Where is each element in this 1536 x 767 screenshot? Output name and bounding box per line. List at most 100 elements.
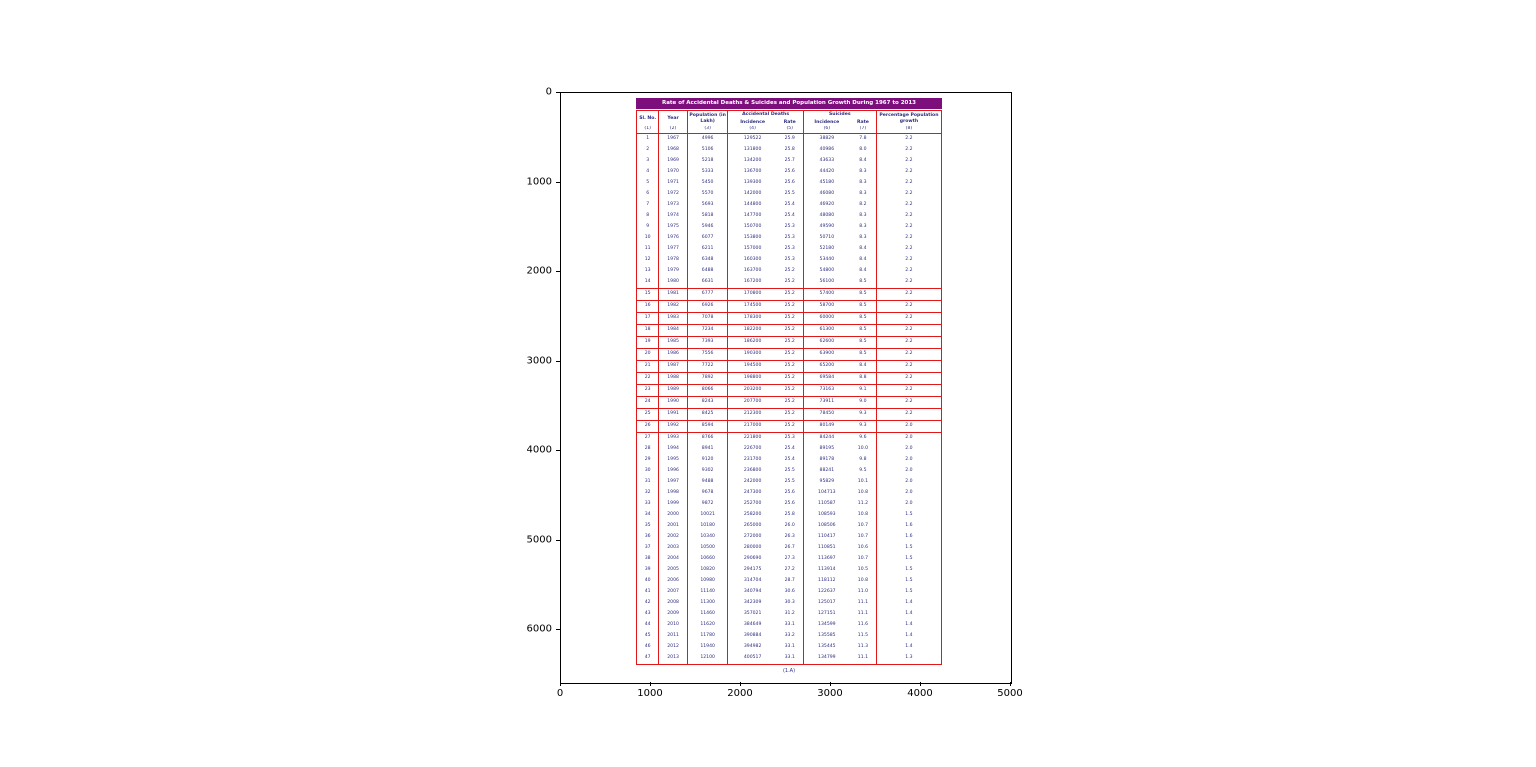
table-row: 22 1988 7892 198800 25.2 69584 8.8 2.2 — [636, 371, 942, 385]
table-row: 28 1994 8941 226700 25.4 89195 10.0 2.0 — [636, 443, 942, 455]
table-cell: 163700 — [743, 268, 762, 274]
table-cell: 25.6 — [776, 498, 804, 510]
table-cell: 12 — [636, 254, 660, 266]
table-cell: 3 — [636, 155, 660, 167]
table-cell: 25.2 — [776, 383, 804, 397]
table-cell: 9488 — [687, 476, 729, 488]
table-row: 25 1991 8425 212300 25.2 78450 9.3 2.2 — [636, 407, 942, 421]
column-header: Population (in Lakh) — [687, 110, 729, 126]
table-cell: 30.3 — [776, 597, 804, 609]
table-cell: 340794 — [743, 589, 762, 595]
table-cell: 25.2 — [776, 395, 804, 409]
table-row: 10 1976 6077 153800 25.3 50710 8.3 2.2 — [636, 232, 942, 244]
table-cell: 25.3 — [776, 254, 804, 266]
table-cell: 1.4 — [905, 600, 913, 606]
table-cell: 147700 — [743, 213, 762, 219]
y-tick-mark — [556, 181, 560, 183]
table-cell: 88241 — [819, 468, 835, 474]
table-cell: 62600 — [803, 335, 850, 349]
table-cell: 1.5 — [905, 567, 913, 573]
table-cell: 1987 — [658, 359, 688, 373]
table-cell: 35 — [636, 520, 660, 532]
table-cell: 2000 — [658, 509, 688, 521]
column-number: (6) — [803, 126, 850, 134]
table-cell: 63900 — [803, 347, 850, 361]
table-cell: 150700 — [743, 224, 762, 230]
table-cell: 11.2 — [849, 498, 877, 510]
table-row: 23 1989 8066 203200 25.2 73163 9.1 2.2 — [636, 383, 942, 397]
x-tick-label: 3000 — [817, 688, 843, 699]
table-row: 30 1996 9302 236800 25.5 88241 9.5 2.0 — [636, 465, 942, 477]
table-cell: 8594 — [687, 419, 729, 433]
table-row: 39 2005 10820 294175 27.2 113914 10.5 1.5 — [636, 564, 942, 576]
table-cell: 25.4 — [776, 443, 804, 455]
table-cell: 1999 — [658, 498, 688, 510]
table-cell: 8425 — [687, 407, 729, 421]
table-cell: 174500 — [727, 299, 777, 313]
table-cell: 25.7 — [776, 155, 804, 167]
table-cell: 5218 — [687, 155, 729, 167]
table-cell: 11460 — [687, 608, 729, 620]
table-cell: 27 — [636, 432, 660, 444]
table-cell: 7078 — [687, 311, 729, 325]
table-cell: 8066 — [687, 383, 729, 397]
table-row: 27 1993 8766 221800 25.3 84244 9.6 2.0 — [636, 432, 942, 444]
table-cell: 134200 — [743, 158, 762, 164]
column-number: (5) — [776, 126, 804, 134]
table-cell: 33 — [636, 498, 660, 510]
table-cell: 12100 — [687, 652, 729, 664]
table-cell: 5106 — [687, 144, 729, 156]
table-cell: 11940 — [687, 641, 729, 653]
table-cell: 6926 — [687, 299, 729, 313]
table-row: 21 1987 7722 194500 25.2 65200 8.4 2.2 — [636, 359, 942, 373]
table-cell: 170800 — [727, 287, 777, 301]
y-tick-label: 5000 — [526, 534, 552, 545]
table-cell: 394982 — [743, 644, 762, 650]
table-cell: 11.0 — [849, 586, 877, 598]
table-cell: 49590 — [819, 224, 835, 230]
table-cell: 25.2 — [776, 335, 804, 349]
table-cell: 1991 — [658, 407, 688, 421]
table-cell: 113697 — [818, 556, 836, 562]
x-tick-label: 5000 — [997, 688, 1023, 699]
table-cell: 125017 — [818, 600, 836, 606]
table-cell: 5570 — [687, 188, 729, 200]
table-cell: 8.3 — [849, 177, 877, 189]
table-title: Rate of Accidental Deaths & Suicides and… — [636, 98, 942, 109]
table-cell: 7722 — [687, 359, 729, 373]
column-number: (7) — [849, 126, 877, 134]
table-cell: 136700 — [743, 169, 762, 175]
table-cell: 8.4 — [849, 265, 877, 277]
table-cell: 2.2 — [905, 169, 913, 175]
table-cell: 10.8 — [849, 575, 877, 587]
table-cell: 27.3 — [776, 553, 804, 565]
table-cell: 15 — [636, 287, 660, 301]
table-cell: 1970 — [658, 166, 688, 178]
table-cell: 2.2 — [905, 158, 913, 164]
table-cell: 1.5 — [905, 556, 913, 562]
table-cell: 25.2 — [776, 311, 804, 325]
table-cell: 1996 — [658, 465, 688, 477]
table-cell: 10.0 — [849, 443, 877, 455]
table-cell: 25.2 — [776, 299, 804, 313]
table-image: Rate of Accidental Deaths & Suicides and… — [636, 98, 942, 674]
table-cell: 2.2 — [876, 347, 942, 361]
table-cell: 1.4 — [905, 611, 913, 617]
table-cell: 10.8 — [849, 487, 877, 499]
table-cell: 10820 — [687, 564, 729, 576]
table-cell: 1.3 — [905, 655, 913, 661]
table-cell: 1.4 — [905, 644, 913, 650]
table-cell: 14 — [636, 276, 660, 288]
table-cell: 10.7 — [849, 520, 877, 532]
table-row: 47 2013 12100 400517 33.1 134799 11.1 1.3 — [636, 652, 942, 664]
data-table: Sl. No. Year Population (in Lakh) Accidenta… — [636, 110, 942, 665]
table-cell: 29 — [636, 454, 660, 466]
table-cell: 2.2 — [876, 311, 942, 325]
table-cell: 25.4 — [776, 210, 804, 222]
table-cell: 48080 — [819, 213, 835, 219]
table-cell: 4 — [636, 166, 660, 178]
table-cell: 2012 — [658, 641, 688, 653]
y-tick-mark — [556, 92, 560, 93]
table-cell: 122637 — [818, 589, 836, 595]
table-cell: 2.2 — [905, 246, 913, 252]
